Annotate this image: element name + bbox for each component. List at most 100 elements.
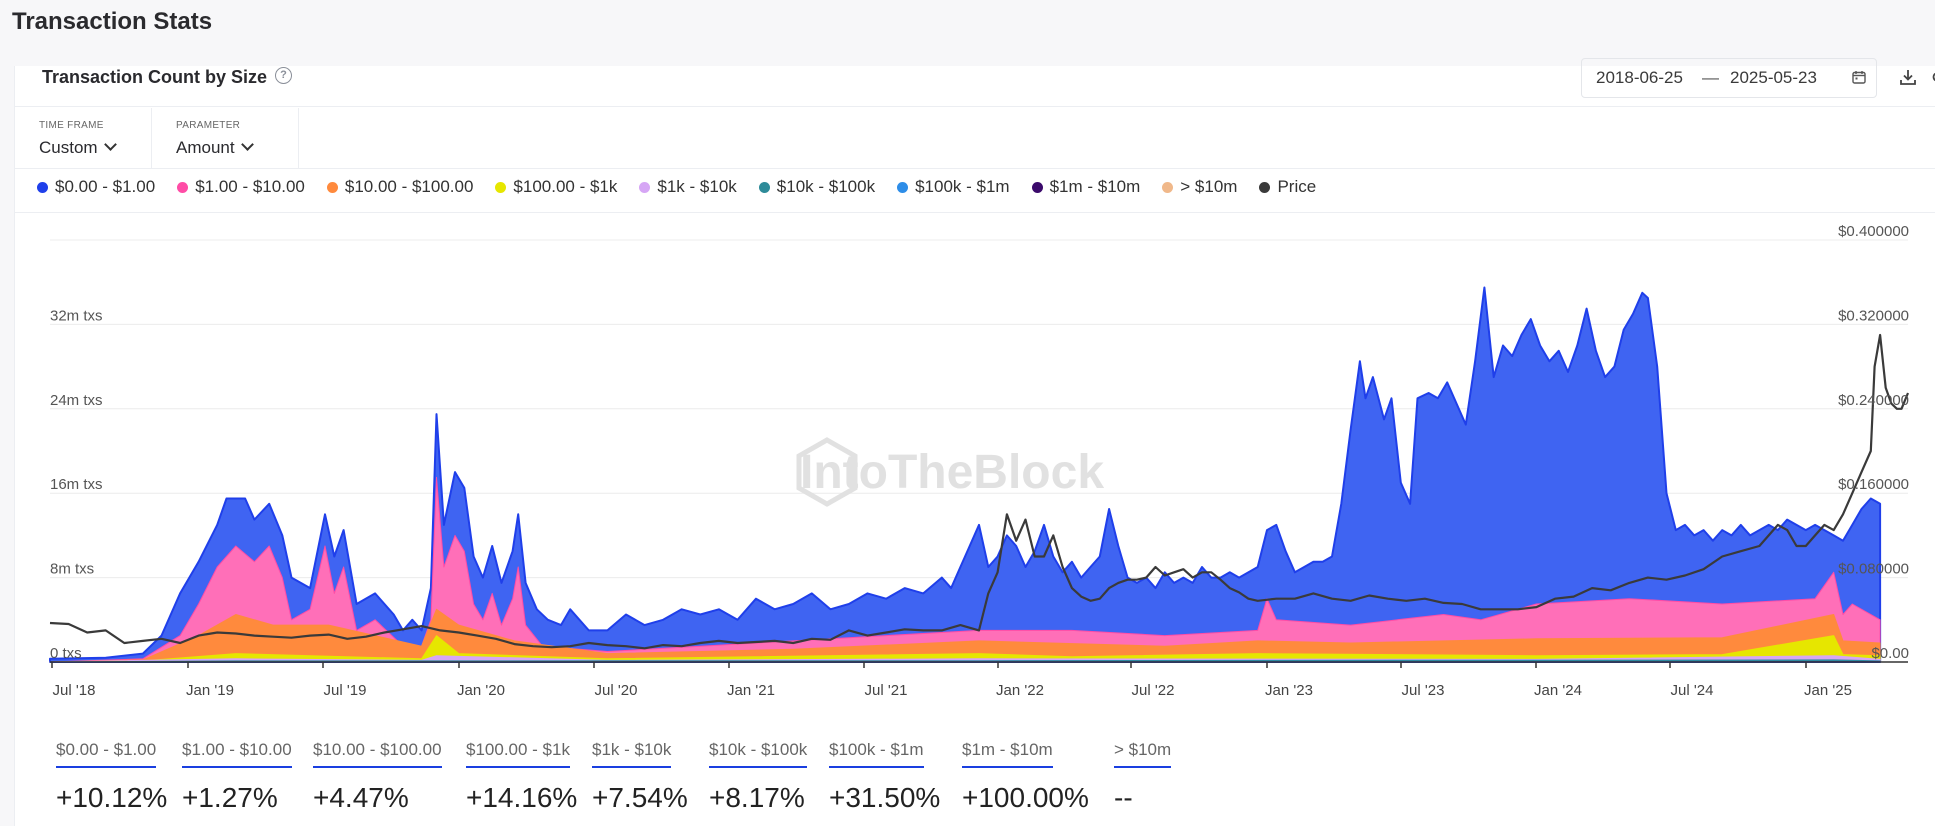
- legend-label: $0.00 - $1.00: [55, 177, 156, 196]
- legend-item[interactable]: $1.00 - $10.00: [177, 172, 305, 202]
- stat-value: +100.00%: [962, 782, 1089, 813]
- legend-label: $10k - $100k: [776, 177, 876, 196]
- x-tick-label: Jan '21: [727, 682, 775, 699]
- legend-item[interactable]: $10.00 - $100.00: [326, 172, 474, 202]
- timeframe-select[interactable]: Custom: [39, 138, 117, 158]
- legend-swatch: [1259, 181, 1271, 193]
- legend-swatch: [1031, 181, 1043, 193]
- stat-label: $100.00 - $1k: [466, 740, 570, 768]
- x-tick-label: Jul '21: [865, 682, 908, 699]
- y-right-tick-label: $0.320000: [1838, 307, 1909, 324]
- legend-item[interactable]: $100.00 - $1k: [495, 172, 617, 202]
- y-right-tick-label: $0.00: [1871, 645, 1909, 662]
- price-line: [49, 333, 1910, 650]
- legend-label: $10.00 - $100.00: [344, 177, 474, 196]
- parameter-select[interactable]: Amount: [176, 138, 254, 158]
- legend-swatch: [37, 181, 48, 193]
- stat-label: $0.00 - $1.00: [56, 740, 157, 768]
- y-left-tick-label: 16m txs: [50, 476, 103, 493]
- legend-swatch: [326, 181, 338, 193]
- legend-divider: [15, 212, 1935, 213]
- stat-label: $1k - $10k: [592, 740, 672, 768]
- download-icon[interactable]: [1899, 68, 1917, 86]
- x-tick-label: Jul '22: [1132, 682, 1175, 699]
- x-tick-label: Jul '24: [1671, 682, 1714, 699]
- y-right-tick-label: $0.400000: [1838, 223, 1909, 240]
- legend-swatch: [1162, 181, 1174, 193]
- chart-legend: $0.00 - $1.00 $1.00 - $10.00 $10.00 - $100…: [15, 172, 1935, 202]
- legend-swatch: [495, 181, 507, 193]
- parameter-value: Amount: [176, 138, 235, 157]
- y-right-tick-label: $0.080000: [1838, 561, 1909, 578]
- x-tick-label: Jan '19: [186, 682, 234, 699]
- legend-label: $100.00 - $1k: [513, 177, 618, 196]
- chart-title: Transaction Count by Size: [42, 67, 268, 87]
- y-left-tick-label: 0 txs: [50, 645, 82, 662]
- parameter-label: PARAMETER: [176, 120, 241, 131]
- x-tick-label: Jul '18: [53, 682, 96, 699]
- stat-value: +10.12%: [56, 782, 168, 813]
- stat-value: +14.16%: [466, 782, 578, 813]
- legend-swatch: [897, 181, 909, 193]
- stat-value: --: [1114, 782, 1133, 813]
- stat-label: $10k - $100k: [709, 740, 808, 768]
- link-icon[interactable]: [1932, 68, 1935, 86]
- series-area: [49, 635, 1881, 663]
- x-tick-label: Jan '22: [996, 682, 1044, 699]
- x-tick-label: Jan '24: [1534, 682, 1582, 699]
- legend-item[interactable]: $1k - $10k: [639, 172, 737, 202]
- page-title: Transaction Stats: [12, 8, 213, 35]
- y-left-tick-label: 24m txs: [50, 392, 103, 409]
- watermark-logo: [796, 437, 858, 507]
- x-tick-label: Jan '25: [1804, 682, 1852, 699]
- legend-swatch: [177, 181, 189, 193]
- legend-swatch: [639, 181, 651, 193]
- date-separator: —: [1702, 68, 1719, 87]
- stat-label: $10.00 - $100.00: [313, 740, 442, 768]
- stat-value: +1.27%: [182, 782, 278, 813]
- x-tick-label: Jul '19: [324, 682, 367, 699]
- timeframe-control[interactable]: TIME FRAME Custom: [15, 108, 152, 168]
- x-tick-label: Jan '23: [1265, 682, 1313, 699]
- calendar-icon[interactable]: [1852, 70, 1866, 84]
- series-area: [49, 476, 1881, 663]
- y-left-tick-label: 32m txs: [50, 307, 103, 324]
- legend-item[interactable]: Price: [1259, 172, 1316, 202]
- timeframe-value: Custom: [39, 138, 98, 157]
- stat-label: $1m - $10m: [962, 740, 1053, 768]
- stat-value: +7.54%: [592, 782, 688, 813]
- series-area: [49, 608, 1881, 663]
- legend-item[interactable]: $0.00 - $1.00: [37, 172, 155, 202]
- header-divider: [15, 106, 1935, 107]
- stat-label: $1.00 - $10.00: [182, 740, 292, 768]
- x-tick-label: Jul '23: [1402, 682, 1445, 699]
- question-circle-icon[interactable]: ?: [275, 67, 292, 84]
- legend-label: $100k - $1m: [915, 177, 1010, 196]
- legend-swatch: [758, 181, 770, 193]
- card-header: Transaction Count by Size ? 2018-06-25 —…: [29, 58, 1935, 108]
- legend-item[interactable]: $10k - $100k: [758, 172, 876, 202]
- legend-label: $1k - $10k: [657, 177, 737, 196]
- controls-divider: [15, 168, 1935, 169]
- legend-label: $1.00 - $10.00: [195, 177, 305, 196]
- y-right-tick-label: $0.160000: [1838, 476, 1909, 493]
- legend-label: Price: [1277, 177, 1317, 196]
- date-range-picker[interactable]: 2018-06-25 — 2025-05-23: [1581, 58, 1877, 98]
- legend-item[interactable]: > $10m: [1162, 172, 1237, 202]
- timeframe-label: TIME FRAME: [39, 120, 104, 131]
- date-start[interactable]: 2018-06-25: [1596, 68, 1683, 87]
- stat-value: +31.50%: [829, 782, 941, 813]
- legend-item[interactable]: $1m - $10m: [1031, 172, 1141, 202]
- y-left-tick-label: 8m txs: [50, 561, 94, 578]
- parameter-control[interactable]: PARAMETER Amount: [152, 108, 299, 168]
- legend-label: > $10m: [1180, 177, 1238, 196]
- stat-value: +8.17%: [709, 782, 805, 813]
- stat-label: > $10m: [1114, 740, 1172, 768]
- x-tick-label: Jul '20: [595, 682, 638, 699]
- legend-label: $1m - $10m: [1049, 177, 1141, 196]
- legend-item[interactable]: $100k - $1m: [897, 172, 1010, 202]
- y-right-tick-label: $0.240000: [1838, 392, 1909, 409]
- x-tick-label: Jan '20: [457, 682, 505, 699]
- date-end[interactable]: 2025-05-23: [1730, 68, 1817, 87]
